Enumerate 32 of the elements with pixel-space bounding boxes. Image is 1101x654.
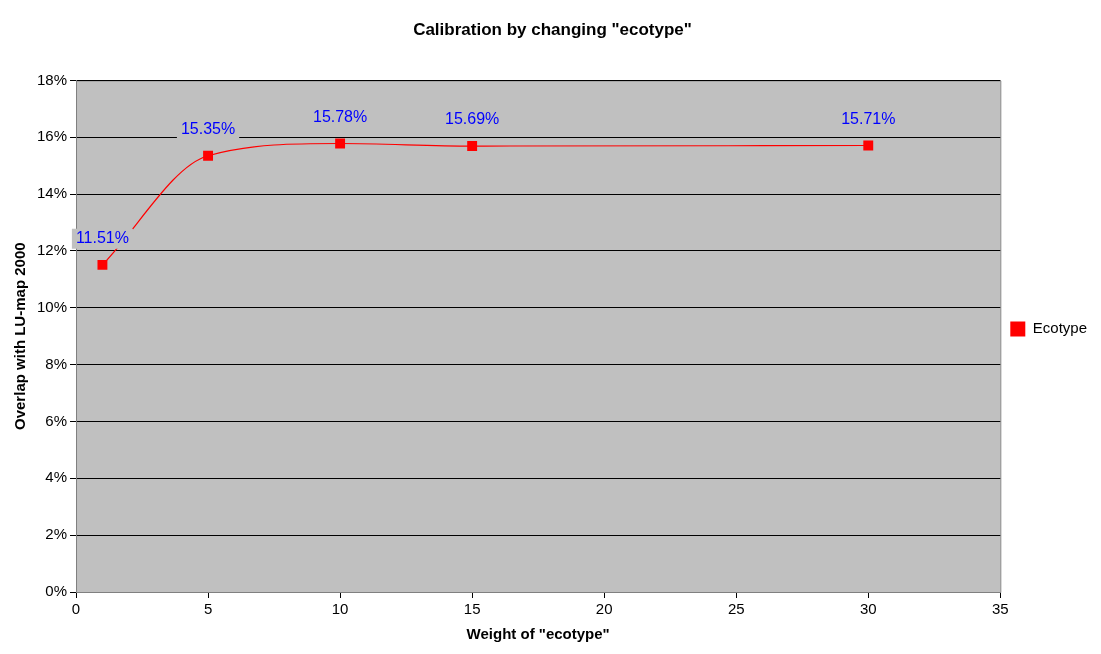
x-tick-label: 10 — [331, 600, 349, 618]
x-axis-title: Weight of "ecotype" — [466, 625, 610, 643]
point — [203, 150, 214, 161]
y-tick-label: 18% — [36, 70, 68, 88]
data-label: 15.35% — [180, 120, 236, 138]
x-tick-label: 35 — [991, 600, 1009, 618]
y-tick-label: 8% — [45, 354, 68, 372]
chart-title: Calibration by changing "ecotype" — [413, 19, 692, 39]
x-tick-label: 5 — [203, 600, 213, 618]
point — [97, 259, 108, 270]
point — [863, 140, 874, 151]
y-tick-label: 10% — [36, 297, 68, 315]
y-tick-label: 12% — [36, 241, 68, 259]
legend-label: Ecotype — [1032, 319, 1087, 337]
x-tick-label: 15 — [463, 600, 481, 618]
x-tick-label: 25 — [727, 600, 745, 618]
y-tick-label: 2% — [45, 525, 68, 543]
data-label: 15.71% — [841, 109, 896, 127]
y-tick-label: 6% — [45, 411, 68, 429]
x-tick-label: 30 — [859, 600, 877, 618]
y-tick-label: 14% — [36, 184, 68, 202]
data-label: 11.51% — [75, 229, 129, 247]
data-label: 15.78% — [312, 107, 368, 125]
y-axis-title: Overlap with LU-map 2000 — [11, 242, 29, 430]
point — [467, 141, 478, 152]
x-tick-label: 20 — [595, 600, 613, 618]
y-tick-label: 16% — [36, 127, 68, 145]
y-tick-label: 0% — [45, 582, 68, 600]
point — [335, 138, 346, 149]
data-label: 15.69% — [445, 110, 500, 128]
y-tick-label: 4% — [45, 468, 68, 486]
x-tick-label: 0 — [71, 600, 81, 618]
